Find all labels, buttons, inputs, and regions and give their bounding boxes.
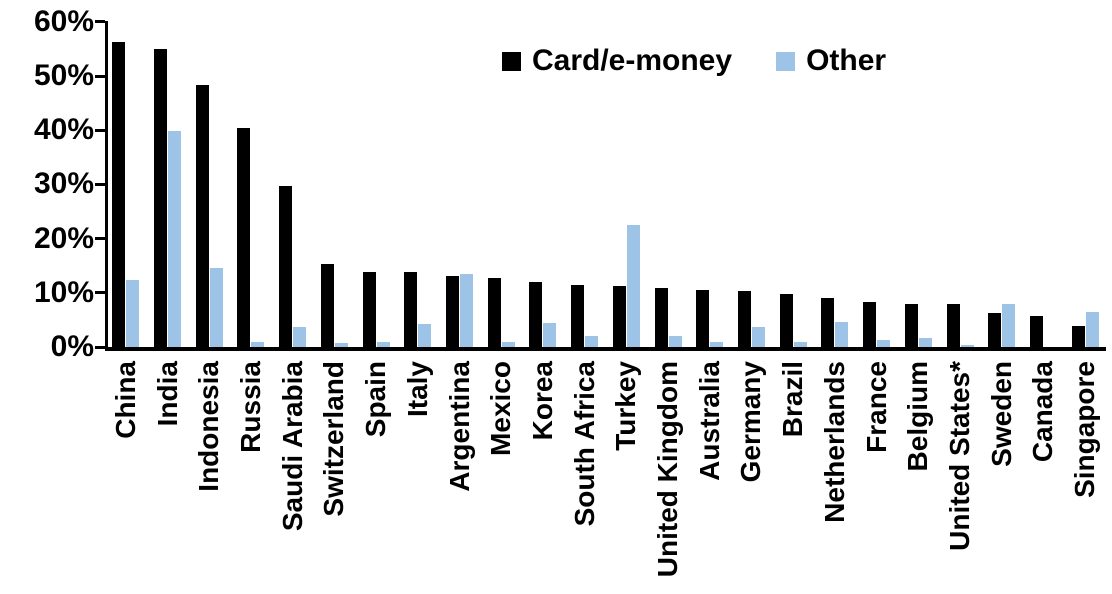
x-axis-label: Brazil [777, 361, 809, 438]
bar-other [460, 273, 474, 347]
x-axis-label: Turkey [610, 361, 642, 451]
legend-swatch-other [776, 51, 796, 71]
bar-other [835, 322, 849, 347]
bar-card-e-money [988, 312, 1002, 347]
bar-card-e-money [571, 285, 585, 347]
bar-other [1002, 303, 1016, 347]
bar-other [376, 342, 390, 347]
bar-card-e-money [654, 288, 668, 347]
bar-card-e-money [446, 276, 460, 347]
y-axis-label: 50% [33, 59, 94, 93]
bar-other [918, 337, 932, 347]
legend: Card/e-money Other [502, 44, 886, 78]
x-axis-label: Sweden [985, 361, 1017, 467]
bar-card-e-money [154, 48, 168, 347]
bar-card-e-money [737, 290, 751, 347]
bar-card-e-money [362, 271, 376, 347]
bar-other [126, 280, 140, 347]
legend-label-other: Other [806, 44, 887, 77]
bar-card-e-money [821, 298, 835, 347]
x-axis-label: Spain [360, 361, 392, 438]
bar-card-e-money [696, 289, 710, 347]
x-axis-line [105, 347, 1106, 351]
bar-card-e-money [612, 286, 626, 347]
legend-swatch-card-e-money [502, 51, 521, 71]
bar-other [710, 341, 724, 347]
x-axis-label: Argentina [443, 361, 475, 492]
y-axis-tick [95, 182, 105, 186]
y-axis-label: 0% [50, 330, 94, 363]
bar-card-e-money [320, 263, 334, 347]
bar-other [1085, 312, 1099, 347]
bar-other [877, 339, 891, 347]
x-axis-label: Russia [234, 361, 266, 453]
y-axis-label: 60% [33, 4, 94, 38]
legend-item-other: Other [776, 44, 886, 78]
bar-card-e-money [487, 278, 501, 347]
legend-label-card-e-money: Card/e-money [532, 44, 733, 77]
bar-other [751, 326, 765, 347]
x-axis-label: Netherlands [818, 361, 850, 523]
y-axis-line [105, 21, 108, 351]
x-axis-label: Indonesia [193, 361, 225, 492]
x-axis-label: France [860, 361, 892, 453]
bar-other [334, 343, 348, 347]
y-axis-label: 40% [33, 113, 94, 147]
bar-other [793, 341, 807, 347]
y-axis-tick [95, 345, 105, 349]
x-axis-label: Saudi Arabia [276, 361, 308, 532]
bar-other [626, 225, 640, 347]
x-axis-label: Germany [735, 361, 767, 483]
bar-card-e-money [904, 303, 918, 347]
x-axis-label: Switzerland [318, 361, 350, 517]
x-axis-label: South Africa [568, 361, 600, 527]
x-axis-label: Belgium [902, 361, 934, 472]
y-axis-label: 20% [33, 221, 94, 255]
bar-other [668, 336, 682, 347]
bar-card-e-money [279, 186, 293, 347]
x-axis-label: Canada [1027, 361, 1059, 463]
bar-other [209, 268, 223, 347]
x-axis-label: India [151, 361, 183, 427]
x-axis-label: Mexico [485, 361, 517, 456]
y-axis-tick [95, 20, 105, 24]
x-axis-label: United Kingdom [652, 361, 684, 578]
bar-card-e-money [112, 42, 126, 347]
x-axis-label: Korea [526, 361, 558, 441]
bar-other [960, 345, 974, 347]
bar-card-e-money [1029, 316, 1043, 347]
bar-card-e-money [863, 302, 877, 347]
bar-card-e-money [404, 272, 418, 347]
y-axis-label: 10% [33, 275, 94, 309]
bar-card-e-money [779, 294, 793, 347]
bar-other [251, 342, 265, 347]
x-axis-label: United States* [944, 361, 976, 551]
bar-other [418, 323, 432, 347]
bar-card-e-money [1071, 326, 1085, 347]
bar-other [293, 327, 307, 347]
x-axis-label: Singapore [1069, 361, 1101, 498]
y-axis-tick [95, 128, 105, 132]
y-axis-label: 30% [33, 167, 94, 201]
y-axis-tick [95, 74, 105, 78]
x-axis-label: Australia [693, 361, 725, 481]
legend-item-card-e-money: Card/e-money [502, 44, 732, 78]
bar-other [501, 341, 515, 347]
x-axis-label: China [109, 361, 141, 439]
y-axis-tick [95, 237, 105, 241]
bar-other [168, 131, 182, 347]
bar-card-e-money [529, 281, 543, 347]
bar-card-e-money [237, 128, 251, 347]
bar-card-e-money [195, 84, 209, 347]
bar-other [585, 335, 599, 347]
x-axis-label: Italy [401, 361, 433, 418]
bar-other [543, 323, 557, 347]
y-axis-tick [95, 291, 105, 295]
bar-card-e-money [946, 304, 960, 347]
